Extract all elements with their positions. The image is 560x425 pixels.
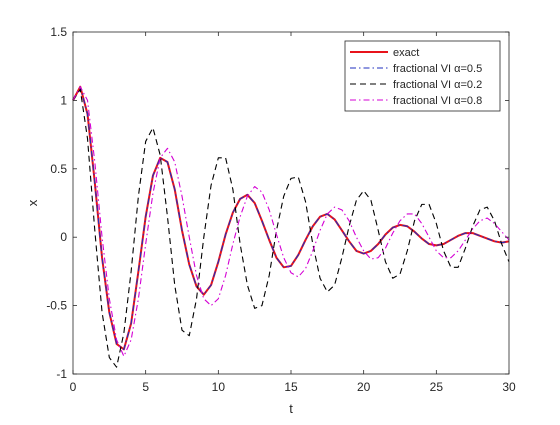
x-axis-label: t	[289, 401, 293, 416]
x-axis: 0 5 10 15 20 25 30	[70, 32, 516, 394]
legend-label-4: fractional VI α=0.8	[393, 95, 482, 107]
series-line-3	[72, 88, 510, 368]
y-tick-label: 0	[60, 230, 67, 244]
x-tick-label: 20	[357, 380, 371, 394]
y-tick-label: 1.5	[50, 25, 67, 39]
y-tick-label: -0.5	[46, 299, 67, 313]
legend-label-1: exact	[393, 47, 419, 59]
y-tick-label: 0.5	[50, 162, 67, 176]
legend: exact fractional VI α=0.5 fractional VI α=…	[344, 40, 501, 112]
legend-label-2: fractional VI α=0.5	[393, 63, 482, 75]
y-tick-label: -1	[56, 367, 67, 381]
y-tick-label: 1	[60, 93, 67, 107]
series-line-4	[72, 86, 510, 357]
legend-label-3: fractional VI α=0.2	[393, 79, 482, 91]
series-layer	[72, 85, 510, 368]
x-tick-label: 5	[142, 380, 149, 394]
x-tick-label: 10	[212, 380, 226, 394]
series-line-2	[72, 86, 510, 350]
x-tick-label: 30	[502, 380, 516, 394]
x-tick-label: 0	[70, 380, 77, 394]
x-tick-label: 25	[430, 380, 444, 394]
y-axis-label: x	[25, 199, 40, 206]
x-tick-label: 15	[284, 380, 298, 394]
y-axis: -1 -0.5 0 0.5 1 1.5	[46, 25, 509, 381]
